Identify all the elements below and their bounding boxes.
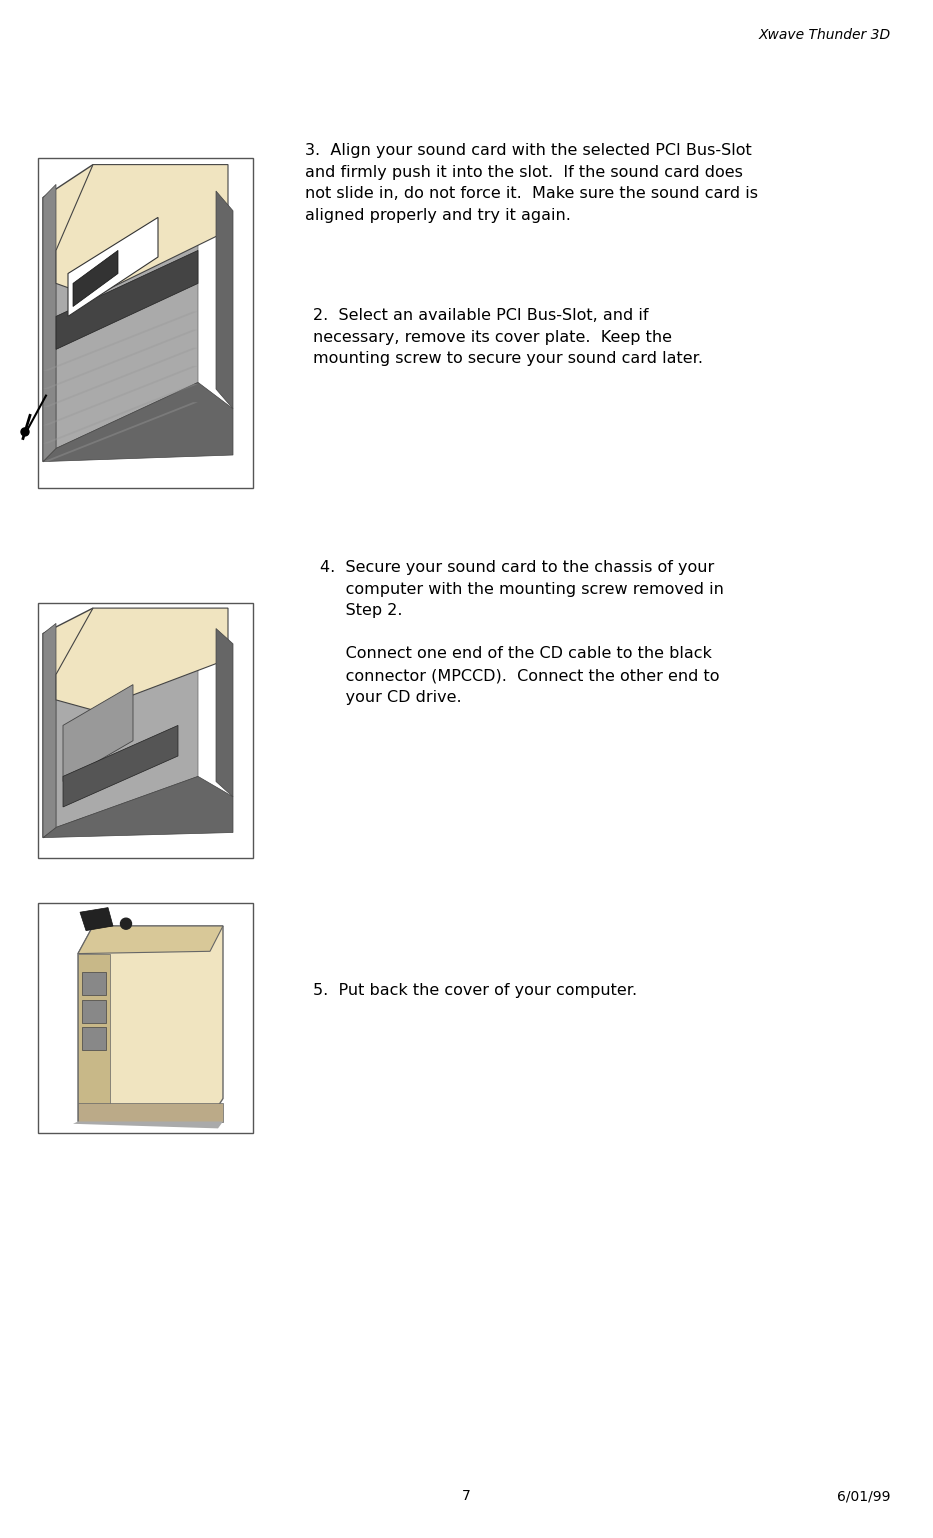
Text: 7: 7 (462, 1489, 471, 1503)
Polygon shape (56, 623, 198, 827)
Polygon shape (73, 251, 118, 306)
Bar (38, 158, 253, 488)
Text: 4.  Secure your sound card to the chassis of your
     computer with the mountin: 4. Secure your sound card to the chassis… (320, 560, 724, 704)
Text: 2.  Select an available PCI Bus-Slot, and if
necessary, remove its cover plate. : 2. Select an available PCI Bus-Slot, and… (313, 308, 703, 366)
Polygon shape (68, 217, 158, 317)
Text: 5.  Put back the cover of your computer.: 5. Put back the cover of your computer. (313, 983, 637, 998)
Text: Xwave Thunder 3D: Xwave Thunder 3D (759, 28, 891, 42)
Polygon shape (56, 185, 198, 449)
Polygon shape (43, 366, 198, 426)
Polygon shape (56, 165, 228, 297)
Bar (38, 603, 253, 858)
Bar (78, 1103, 223, 1121)
Circle shape (120, 918, 132, 929)
Polygon shape (43, 185, 56, 461)
Polygon shape (63, 684, 133, 781)
Polygon shape (43, 348, 198, 408)
Text: 6/01/99: 6/01/99 (838, 1489, 891, 1503)
Bar (82, 972, 106, 995)
Polygon shape (63, 726, 178, 807)
Polygon shape (78, 926, 223, 1121)
Polygon shape (43, 777, 233, 838)
Polygon shape (216, 191, 233, 409)
Circle shape (21, 428, 29, 435)
Polygon shape (43, 623, 56, 838)
Polygon shape (78, 954, 110, 1121)
Bar (82, 1000, 106, 1023)
Polygon shape (43, 384, 198, 443)
Polygon shape (73, 1121, 223, 1129)
Bar (82, 1027, 106, 1050)
Polygon shape (43, 329, 198, 389)
Polygon shape (43, 608, 93, 838)
Text: 3.  Align your sound card with the selected PCI Bus-Slot
and firmly push it into: 3. Align your sound card with the select… (305, 143, 758, 223)
Polygon shape (78, 926, 223, 954)
Polygon shape (56, 608, 228, 711)
Polygon shape (80, 907, 113, 930)
Polygon shape (56, 251, 198, 349)
Polygon shape (43, 165, 93, 461)
Polygon shape (216, 629, 233, 797)
Bar (38, 903, 253, 1134)
Polygon shape (43, 383, 233, 461)
Polygon shape (43, 312, 198, 371)
Polygon shape (43, 403, 198, 461)
